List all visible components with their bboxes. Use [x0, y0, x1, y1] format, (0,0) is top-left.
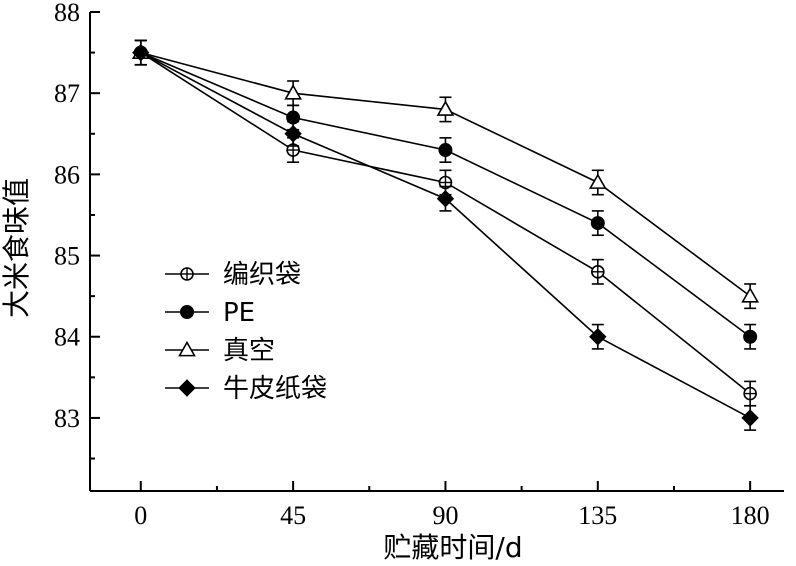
y-tick-label: 88 [54, 0, 80, 27]
legend-marker [180, 305, 194, 319]
data-point [438, 143, 453, 158]
legend-marker [178, 340, 196, 357]
legend-label: 编织袋 [223, 260, 301, 290]
legend-label: 牛皮纸袋 [223, 374, 327, 404]
x-tick-label: 45 [280, 501, 306, 530]
x-axis: 0 45 90 135 180 [134, 481, 770, 530]
data-point [284, 84, 303, 100]
legend-entry-3: 真空 [165, 336, 275, 366]
data-point [588, 173, 607, 189]
x-tick-label: 90 [432, 501, 458, 530]
data-point [132, 43, 150, 62]
series-4 [132, 39, 759, 431]
legend-entry-4: 牛皮纸袋 [165, 374, 327, 404]
data-point [741, 287, 760, 303]
y-axis-title: 大米食味值 [0, 178, 33, 318]
y-tick-label: 85 [54, 242, 80, 271]
legend-marker [180, 267, 194, 281]
series-2 [133, 39, 758, 350]
data-point [743, 329, 758, 344]
legend-label: PE [223, 298, 255, 328]
y-tick-label: 86 [54, 160, 80, 189]
x-axis-title: 贮藏时间/d [383, 531, 522, 564]
data-point [741, 409, 759, 427]
plot-frame [89, 12, 784, 492]
series-layer [131, 39, 760, 431]
data-point [284, 125, 302, 143]
y-tick-label: 83 [54, 404, 80, 433]
y-tick-label: 87 [54, 79, 80, 108]
legend-label: 真空 [223, 336, 275, 366]
y-axis: 83 84 85 86 87 88 [54, 0, 100, 460]
x-tick-label: 180 [731, 501, 770, 530]
x-tick-label: 0 [134, 501, 147, 530]
legend-entry-1: 编织袋 [165, 260, 301, 290]
data-point [590, 216, 605, 231]
y-tick-label: 84 [54, 323, 80, 352]
data-point [589, 328, 607, 346]
legend-entry-2: PE [165, 298, 255, 328]
data-point [436, 190, 455, 208]
data-point [591, 264, 605, 279]
data-point [436, 100, 455, 116]
data-point [743, 386, 757, 401]
x-tick-label: 135 [578, 501, 617, 530]
legend-marker [178, 379, 196, 397]
